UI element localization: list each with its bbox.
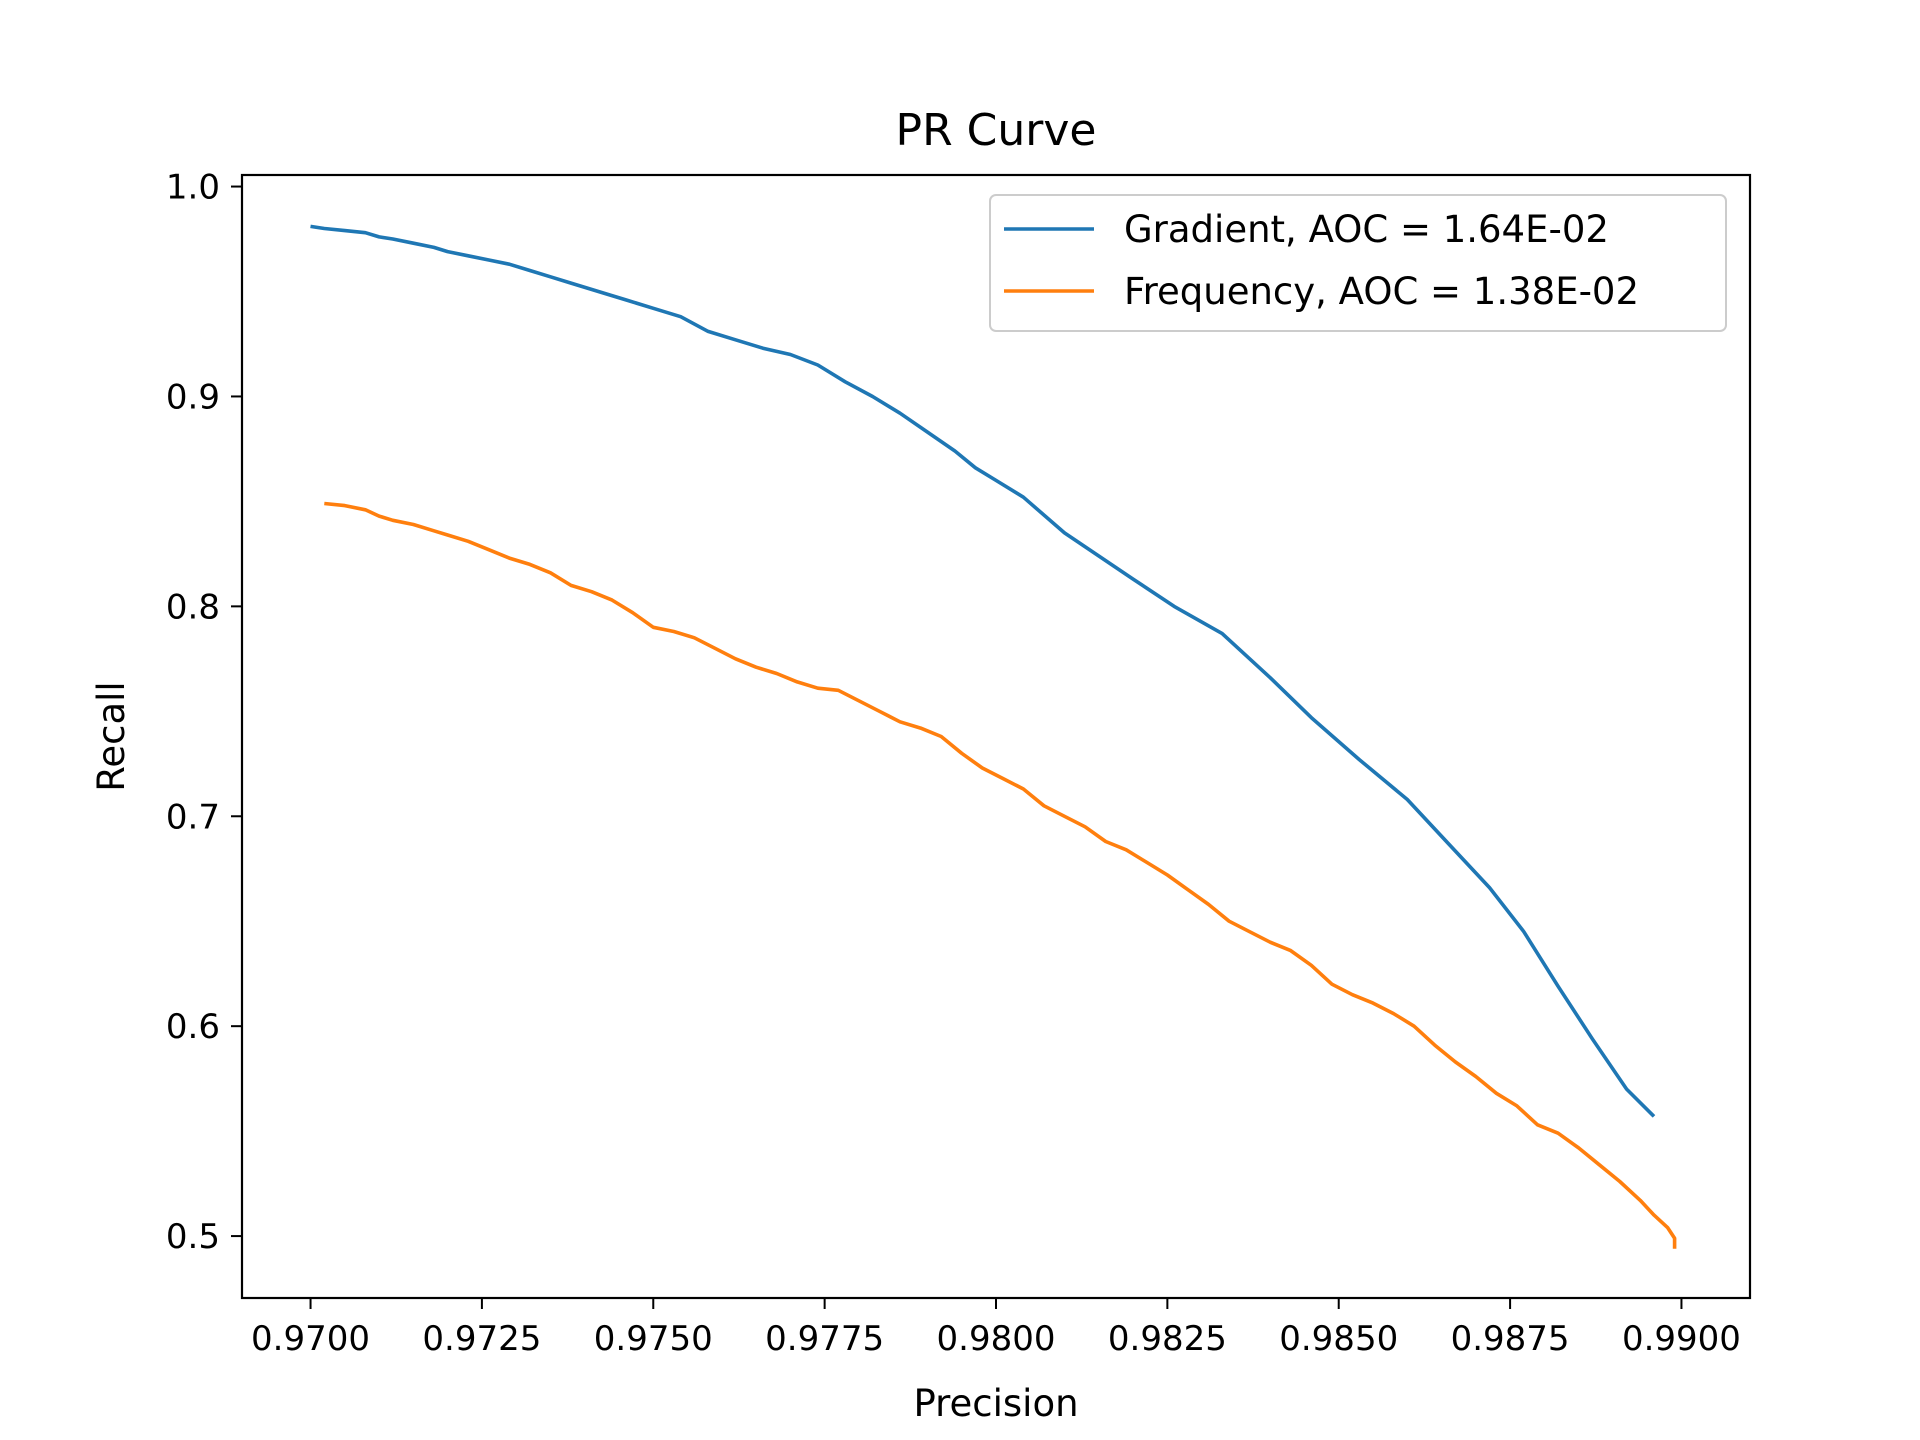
y-tick-label: 0.9 — [166, 377, 220, 417]
x-axis-label: Precision — [913, 1382, 1078, 1425]
x-tick-label: 0.9775 — [765, 1319, 884, 1359]
x-axis-ticks: 0.9700 0.9725 0.9750 0.9775 0.9800 0.9825 0.98… — [251, 1298, 1741, 1359]
x-tick-label: 0.9900 — [1622, 1319, 1741, 1359]
y-axis-ticks: 0.5 0.6 0.7 0.8 0.9 1.0 — [166, 168, 242, 1257]
x-tick-label: 0.9800 — [937, 1319, 1056, 1359]
series-layer — [310, 224, 1677, 1249]
series-line-frequency — [324, 501, 1677, 1249]
legend-box — [989, 194, 1727, 332]
series-line-gradient — [310, 224, 1656, 1118]
x-tick-label: 0.9825 — [1108, 1319, 1227, 1359]
y-tick-label: 0.6 — [166, 1007, 220, 1047]
y-tick-label: 0.7 — [166, 797, 220, 837]
x-tick-label: 0.9700 — [251, 1319, 370, 1359]
legend-label: Gradient, AOC = 1.64E-02 — [1124, 208, 1609, 251]
x-tick-label: 0.9875 — [1451, 1319, 1570, 1359]
legend-label: Frequency, AOC = 1.38E-02 — [1124, 270, 1639, 313]
y-tick-label: 0.8 — [166, 587, 220, 627]
y-axis-label: Recall — [90, 681, 133, 791]
x-tick-label: 0.9850 — [1279, 1319, 1398, 1359]
y-tick-label: 1.0 — [166, 168, 220, 208]
chart-title: PR Curve — [896, 105, 1097, 156]
legend-items: Gradient, AOC = 1.64E-02 Frequency, AOC =… — [1004, 208, 1639, 313]
x-tick-label: 0.9725 — [422, 1319, 541, 1359]
y-tick-label: 0.5 — [166, 1217, 220, 1257]
legend: Gradient, AOC = 1.64E-02 Frequency, AOC =… — [989, 194, 1727, 332]
x-tick-label: 0.9750 — [594, 1319, 713, 1359]
